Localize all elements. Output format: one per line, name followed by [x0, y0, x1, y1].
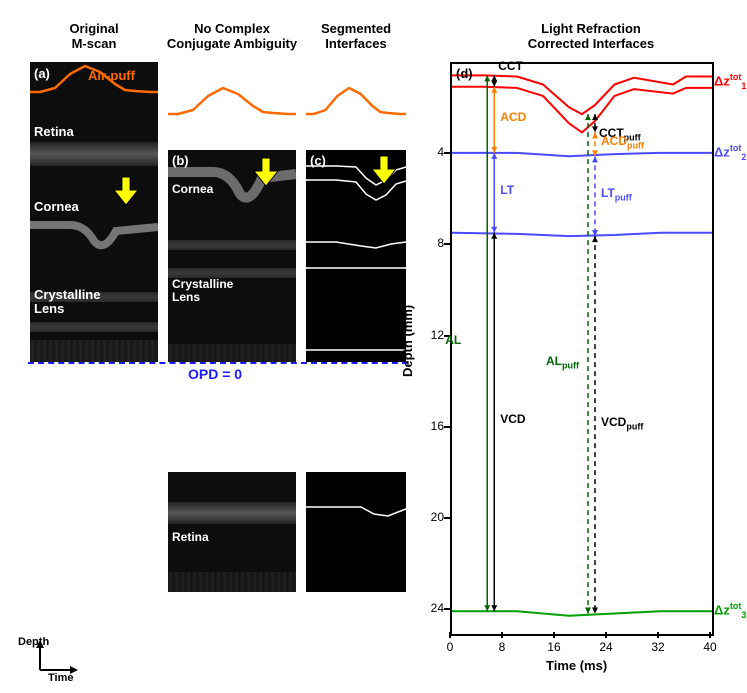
panel-label-d: (d) — [456, 66, 473, 81]
panel-label-a: (a) — [34, 66, 50, 81]
dim-ACDpuff: ACDpuff — [601, 134, 644, 150]
title-a: OriginalM-scan — [24, 22, 164, 52]
dz-label-3: Δztot3 — [714, 601, 746, 620]
dim-ALpuff: ALpuff — [546, 354, 579, 370]
dim-LTpuff: LTpuff — [601, 186, 632, 202]
panel-a: Air-puff(a)RetinaCorneaCrystallineLens — [30, 62, 158, 362]
dim-VCD: VCD — [500, 412, 525, 426]
title-c: SegmentedInterfaces — [300, 22, 412, 52]
title-b: No ComplexConjugate Ambiguity — [158, 22, 306, 52]
dim-LT: LT — [500, 183, 514, 197]
dim-CCT: CCT — [498, 59, 523, 73]
dim-VCDpuff: VCDpuff — [601, 415, 643, 431]
airpuff-arrow-icon — [114, 175, 142, 209]
dz-label-1: Δztot1 — [714, 72, 746, 91]
panel-b-top: (b)CorneaCrystallineLens — [168, 150, 296, 362]
figure-root: OriginalM-scanNo ComplexConjugate Ambigu… — [0, 0, 747, 693]
panel-c-top: (c) — [306, 150, 406, 362]
opd-zero-line — [28, 362, 408, 364]
dz-label-2: Δztot2 — [714, 143, 746, 162]
airpuff-arrow-icon — [254, 156, 282, 190]
chart-panel-d — [450, 62, 714, 636]
panel-b-bottom: Retina — [168, 472, 296, 592]
airpuff-curve — [306, 86, 406, 120]
panel-c-bottom — [306, 472, 406, 592]
dim-AL: AL — [445, 333, 461, 347]
panel-label-c: (c) — [310, 153, 326, 168]
title-d: Light RefractionCorrected Interfaces — [438, 22, 744, 52]
airpuff-curve — [168, 86, 296, 120]
airpuff-arrow-icon — [372, 154, 400, 188]
panel-label-b: (b) — [172, 153, 189, 168]
opd-zero-label: OPD = 0 — [188, 366, 242, 382]
segmentation-lines — [306, 472, 406, 592]
airpuff-label: Air-puff — [88, 68, 135, 83]
dim-ACD: ACD — [500, 110, 526, 124]
